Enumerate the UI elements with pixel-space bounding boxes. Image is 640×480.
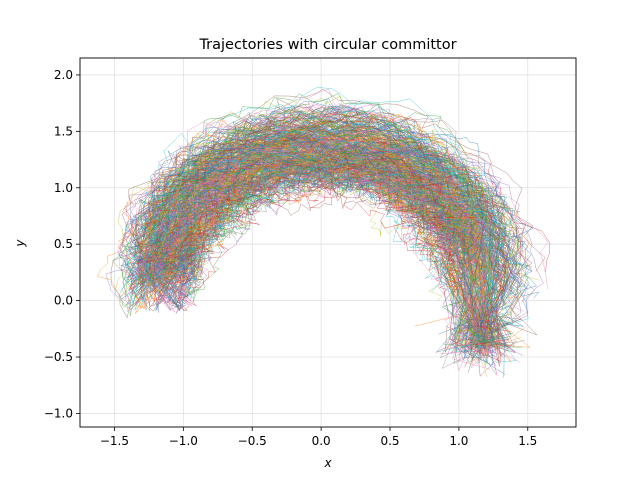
- trajectory-line: [140, 104, 508, 281]
- y-axis: −1.0 −0.5 0.0 0.5 1.0 1.5 2.0: [44, 68, 80, 420]
- trajectory-line: [160, 148, 469, 284]
- y-tick-label: 1.0: [54, 181, 73, 195]
- y-axis-label: y: [13, 239, 27, 248]
- trajectory-line: [167, 176, 462, 275]
- trajectory-line: [168, 162, 474, 287]
- trajectory-line: [147, 187, 460, 288]
- x-tick-label: −1.5: [100, 434, 129, 448]
- trajectory-line: [178, 161, 459, 272]
- trajectory-line: [138, 140, 481, 291]
- y-tick-label: 0.5: [54, 237, 73, 251]
- trajectory-line: [128, 106, 526, 365]
- y-tick-label: 0.0: [54, 294, 73, 308]
- trajectory-line: [155, 164, 451, 301]
- trajectory-line: [154, 162, 489, 353]
- trajectory-line: [140, 124, 502, 360]
- trajectories: [97, 87, 550, 378]
- trajectory-line: [145, 146, 476, 283]
- y-tick-label: −1.0: [44, 406, 73, 420]
- trajectory-line: [117, 95, 520, 325]
- x-axis-label: x: [323, 456, 332, 470]
- trajectory-line: [177, 165, 485, 364]
- x-tick-label: 1.5: [518, 434, 537, 448]
- trajectory-line: [178, 160, 464, 301]
- trajectory-line: [156, 150, 469, 302]
- trajectory-line: [182, 175, 479, 361]
- trajectory-line: [151, 144, 510, 366]
- y-tick-label: 2.0: [54, 68, 73, 82]
- trajectory-line: [105, 124, 489, 310]
- trajectory-line: [137, 114, 528, 302]
- x-tick-label: 0.5: [380, 434, 399, 448]
- trajectory-line: [150, 123, 504, 349]
- trajectory-line: [131, 139, 504, 251]
- trajectory-line: [189, 139, 449, 246]
- trajectory-line: [148, 149, 496, 335]
- plot-frame: [79, 57, 577, 428]
- trajectory-line: [112, 128, 522, 349]
- y-tick-label: −0.5: [44, 350, 73, 364]
- x-tick-label: −1.0: [169, 434, 198, 448]
- chart-title: Trajectories with circular committor: [198, 37, 456, 53]
- trajectory-line: [110, 88, 546, 319]
- trajectory-line: [137, 160, 496, 339]
- trajectory-line: [144, 118, 518, 344]
- x-tick-label: 1.0: [449, 434, 468, 448]
- x-tick-label: −0.5: [238, 434, 267, 448]
- trajectory-line: [129, 133, 509, 339]
- trajectory-line: [181, 144, 466, 245]
- trajectory-line: [138, 140, 503, 363]
- trajectory-line: [174, 156, 456, 254]
- x-tick-label: 0.0: [312, 434, 331, 448]
- trajectory-line: [137, 147, 488, 363]
- trajectory-line: [97, 109, 479, 298]
- trajectory-line: [166, 153, 485, 267]
- x-axis: −1.5 −1.0 −0.5 0.0 0.5 1.0 1.5: [100, 427, 537, 448]
- y-tick-label: 1.5: [54, 124, 73, 138]
- trajectory-line: [166, 132, 488, 348]
- trajectory-line: [140, 130, 485, 338]
- trajectory-line: [154, 117, 521, 342]
